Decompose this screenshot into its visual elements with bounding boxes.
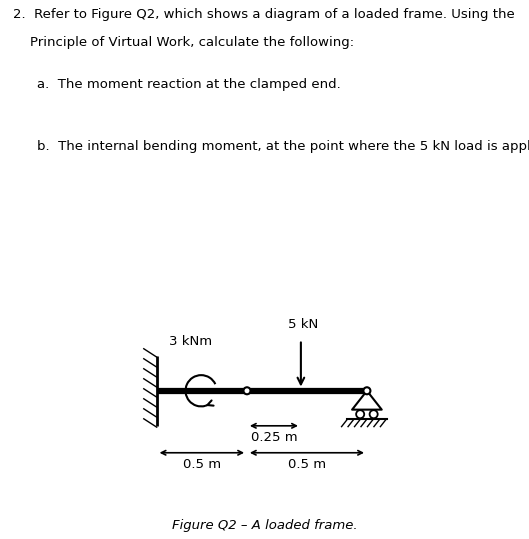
- Text: 5 kN: 5 kN: [288, 319, 318, 331]
- Circle shape: [243, 387, 251, 395]
- Text: b.  The internal bending moment, at the point where the 5 kN load is applied.: b. The internal bending moment, at the p…: [37, 140, 529, 153]
- Text: Figure Q2 – A loaded frame.: Figure Q2 – A loaded frame.: [172, 519, 357, 533]
- Text: Principle of Virtual Work, calculate the following:: Principle of Virtual Work, calculate the…: [13, 37, 354, 50]
- Text: 2.  Refer to Figure Q2, which shows a diagram of a loaded frame. Using the: 2. Refer to Figure Q2, which shows a dia…: [13, 9, 515, 22]
- Circle shape: [370, 410, 378, 418]
- Text: 0.5 m: 0.5 m: [183, 458, 221, 471]
- Circle shape: [363, 387, 370, 395]
- Text: 0.5 m: 0.5 m: [288, 458, 326, 471]
- Circle shape: [356, 410, 364, 418]
- Text: 0.25 m: 0.25 m: [251, 431, 297, 444]
- Text: 3 kNm: 3 kNm: [169, 335, 212, 348]
- Text: a.  The moment reaction at the clamped end.: a. The moment reaction at the clamped en…: [37, 79, 341, 92]
